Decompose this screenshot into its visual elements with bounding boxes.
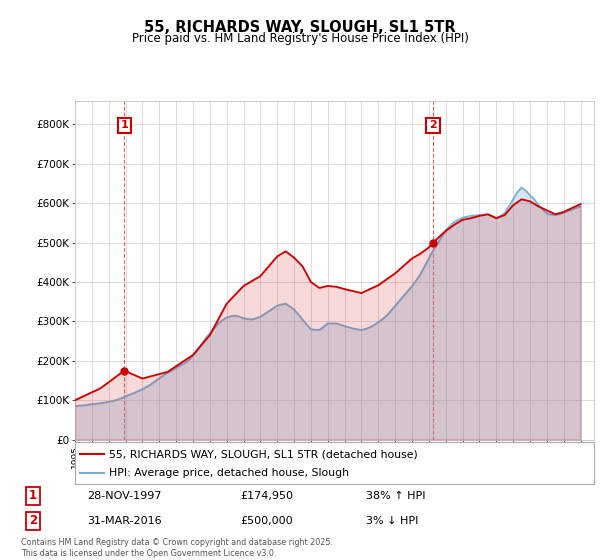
Text: Price paid vs. HM Land Registry's House Price Index (HPI): Price paid vs. HM Land Registry's House … [131, 32, 469, 45]
Text: 2: 2 [29, 514, 37, 528]
Text: 1: 1 [29, 489, 37, 502]
Text: 3% ↓ HPI: 3% ↓ HPI [366, 516, 418, 526]
Text: 55, RICHARDS WAY, SLOUGH, SL1 5TR (detached house): 55, RICHARDS WAY, SLOUGH, SL1 5TR (detac… [109, 449, 418, 459]
Text: 28-NOV-1997: 28-NOV-1997 [87, 491, 161, 501]
Text: 1: 1 [121, 120, 128, 130]
Text: 31-MAR-2016: 31-MAR-2016 [87, 516, 161, 526]
Text: £174,950: £174,950 [240, 491, 293, 501]
Text: Contains HM Land Registry data © Crown copyright and database right 2025.
This d: Contains HM Land Registry data © Crown c… [21, 538, 333, 558]
Text: 55, RICHARDS WAY, SLOUGH, SL1 5TR: 55, RICHARDS WAY, SLOUGH, SL1 5TR [144, 20, 456, 35]
Text: 38% ↑ HPI: 38% ↑ HPI [366, 491, 425, 501]
Text: 2: 2 [429, 120, 437, 130]
Text: £500,000: £500,000 [240, 516, 293, 526]
Text: HPI: Average price, detached house, Slough: HPI: Average price, detached house, Slou… [109, 468, 349, 478]
